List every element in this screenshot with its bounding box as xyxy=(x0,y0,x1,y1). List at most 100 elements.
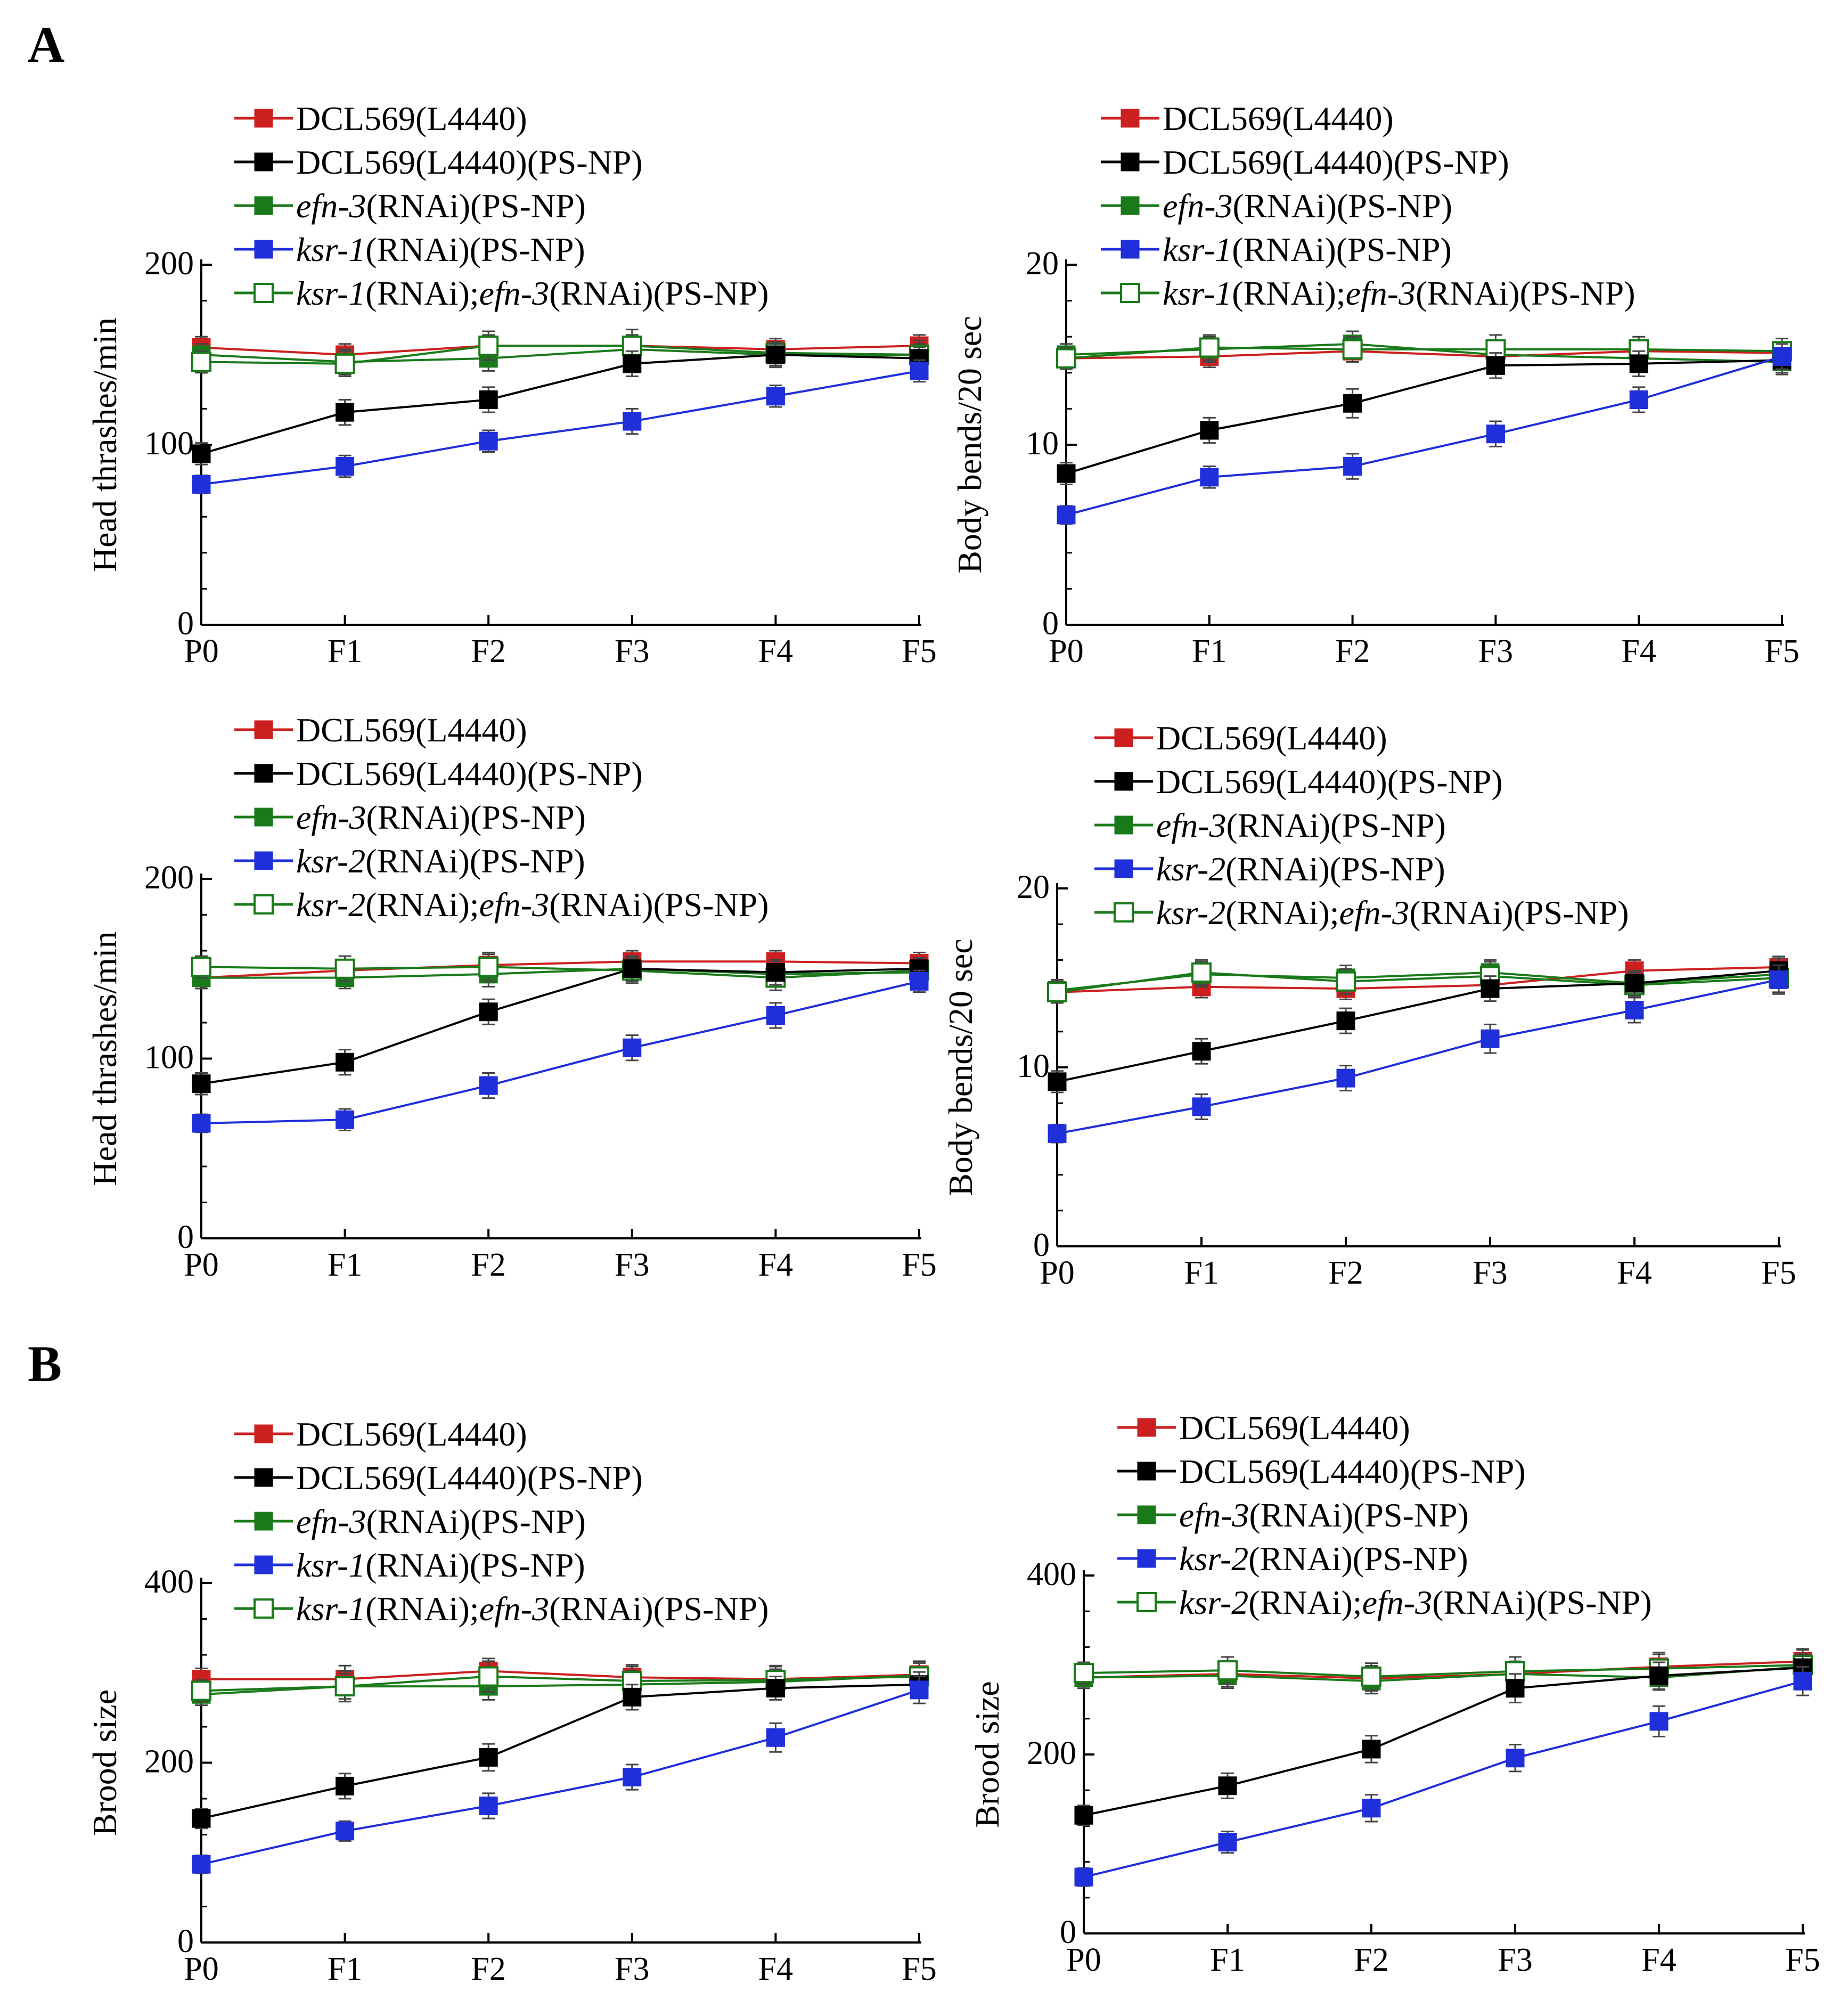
y-tick-label: 0 xyxy=(177,1219,194,1255)
x-tick-label: F1 xyxy=(1192,633,1226,670)
data-point xyxy=(766,345,785,364)
data-point xyxy=(1625,1000,1644,1019)
legend-label-part: DCL569(L4440)(PS-NP) xyxy=(1163,143,1509,181)
legend-label-part: (RNAi)(PS-NP) xyxy=(366,187,586,225)
data-point xyxy=(1629,390,1648,409)
series-line xyxy=(1057,978,1779,1135)
panel-label-b: B xyxy=(28,1335,62,1392)
legend-marker xyxy=(254,283,274,303)
legend-marker xyxy=(1121,240,1140,259)
x-tick-label: F4 xyxy=(1641,1942,1676,1978)
legend-label-part: (RNAi)(PS-NP) xyxy=(366,798,586,836)
legend-marker xyxy=(254,109,273,128)
data-point xyxy=(479,1797,498,1815)
y-tick-label: 20 xyxy=(1026,246,1059,282)
data-point xyxy=(479,1748,498,1767)
series-dcl xyxy=(1074,1648,1812,1692)
legend-marker xyxy=(1121,109,1140,128)
data-point xyxy=(1048,1124,1067,1143)
legend-marker xyxy=(1136,1592,1157,1612)
y-tick-label: 0 xyxy=(177,606,194,642)
series-line xyxy=(201,1683,920,1820)
legend-label: ksr-1(RNAi);efn-3(RNAi)(PS-NP) xyxy=(1163,274,1636,312)
data-point xyxy=(336,1052,355,1072)
x-tick-label: F2 xyxy=(1328,1255,1363,1291)
data-point xyxy=(1218,1776,1237,1795)
data-point xyxy=(766,1006,785,1025)
series-ksr xyxy=(1057,343,1792,525)
data-point xyxy=(1649,1666,1669,1685)
legend-label-part: (RNAi)(PS-NP) xyxy=(1225,850,1445,888)
data-point xyxy=(766,963,785,982)
data-point xyxy=(1336,1011,1355,1031)
legend-label-part: (RNAi)(PS-NP) xyxy=(1248,1540,1468,1578)
x-tick-label: F3 xyxy=(1478,633,1513,670)
series-line xyxy=(1066,346,1782,360)
data-point xyxy=(623,354,642,373)
legend-label: ksr-2(RNAi);efn-3(RNAi)(PS-NP) xyxy=(1156,894,1629,932)
x-tick-label: F4 xyxy=(1617,1255,1651,1291)
legend-label-part: DCL569(L4440) xyxy=(296,711,527,749)
legend-label: DCL569(L4440) xyxy=(296,1415,527,1453)
chart-b2: 0 200 400 P0 F1 F2 F3 F4 F5 Brood size DCL569(L444… xyxy=(968,1409,1820,1978)
legend-label: ksr-1(RNAi);efn-3(RNAi)(PS-NP) xyxy=(296,274,769,312)
legend-marker xyxy=(254,1555,273,1574)
legend-marker xyxy=(254,764,273,783)
legend-label-part: (RNAi)(PS-NP) xyxy=(1249,1496,1469,1534)
legend-label-part: DCL569(L4440)(PS-NP) xyxy=(296,1459,643,1497)
data-point xyxy=(1481,979,1500,998)
series-line xyxy=(201,370,920,486)
data-point xyxy=(1192,1097,1211,1116)
series-line xyxy=(1066,359,1782,475)
legend-label-part: DCL569(L4440)(PS-NP) xyxy=(296,755,643,793)
data-point xyxy=(910,361,929,380)
legend-label-part: DCL569(L4440) xyxy=(1179,1409,1410,1447)
series-ksr xyxy=(192,359,929,494)
data-point xyxy=(766,387,785,406)
series-dclps xyxy=(1074,1653,1812,1826)
legend-label-part: DCL569(L4440) xyxy=(1156,719,1387,757)
data-point xyxy=(1649,1712,1669,1731)
series-line xyxy=(201,353,920,455)
legend-label-part: ksr-2 xyxy=(1156,894,1225,932)
data-point xyxy=(334,1676,355,1697)
legend-label: efn-3(RNAi)(PS-NP) xyxy=(1156,806,1446,844)
legend-label-part: (RNAi); xyxy=(365,886,479,924)
data-point xyxy=(192,1855,211,1874)
data-point xyxy=(1772,347,1792,366)
data-point xyxy=(191,1680,211,1701)
series-line xyxy=(201,967,920,979)
legend-label-part: ksr-1 xyxy=(296,231,365,268)
x-tick-label: F2 xyxy=(1335,633,1370,670)
legend-label-part: (RNAi)(PS-NP) xyxy=(366,1503,586,1540)
legend-marker xyxy=(254,720,273,739)
legend-label-part: ksr-2 xyxy=(1179,1583,1248,1621)
legend-label-part: (RNAi)(PS-NP) xyxy=(1416,274,1635,312)
panel-label-a: A xyxy=(28,16,65,73)
series-line xyxy=(1083,1680,1803,1879)
x-tick-label: F1 xyxy=(328,633,362,670)
series-dcl xyxy=(1057,339,1792,370)
data-point xyxy=(336,403,355,422)
legend-label: DCL569(L4440) xyxy=(1179,1409,1410,1447)
series-ksr xyxy=(192,969,929,1133)
series-dclps xyxy=(192,955,929,1096)
legend-label: DCL569(L4440) xyxy=(1163,100,1394,137)
data-point xyxy=(1481,1029,1500,1048)
x-tick-label: F1 xyxy=(1184,1255,1219,1291)
legend-label-part: efn-3 xyxy=(479,274,550,312)
x-tick-label: F5 xyxy=(1764,633,1799,670)
legend-label-part: (RNAi)(PS-NP) xyxy=(365,842,585,880)
legend-marker xyxy=(1121,196,1140,215)
legend-marker xyxy=(1120,283,1140,303)
series-line xyxy=(1083,1664,1803,1678)
legend-entry-dclps: DCL569(L4440)(PS-NP) xyxy=(1101,143,1509,181)
legend-label: ksr-2(RNAi);efn-3(RNAi)(PS-NP) xyxy=(296,886,769,924)
data-point xyxy=(479,390,498,409)
legend-marker xyxy=(1114,728,1133,747)
legend-entry-dcl: DCL569(L4440) xyxy=(234,100,527,137)
legend-label-part: ksr-1 xyxy=(296,1546,365,1584)
series-dclps xyxy=(1048,957,1788,1093)
data-point xyxy=(479,431,498,451)
legend-label-part: (RNAi); xyxy=(1225,894,1339,932)
